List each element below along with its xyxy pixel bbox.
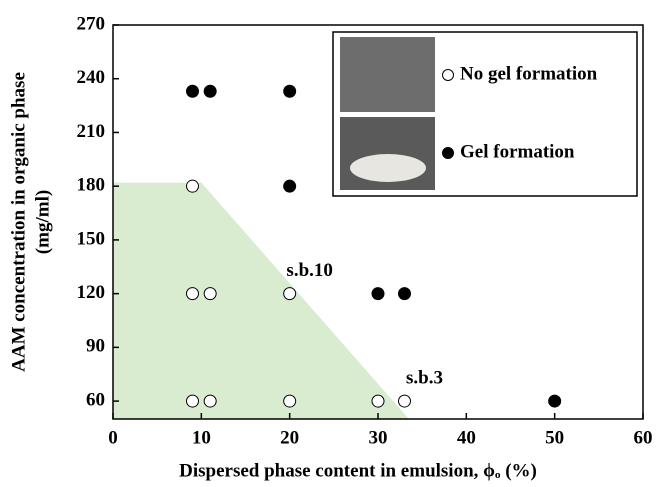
x-tick-label: 40 — [457, 427, 476, 448]
legend-label: No gel formation — [460, 63, 598, 84]
y-tick-label: 90 — [86, 336, 105, 357]
x-tick-label: 60 — [634, 427, 653, 448]
x-tick-label: 10 — [192, 427, 211, 448]
legend-marker — [442, 69, 454, 81]
x-tick-label: 30 — [369, 427, 388, 448]
annotation: s.b.3 — [406, 367, 443, 388]
y-axis-title: (mg/ml) — [32, 190, 53, 254]
y-tick-label: 270 — [77, 13, 106, 34]
data-point — [186, 394, 199, 408]
shaded-region — [113, 182, 409, 419]
data-point — [283, 179, 297, 193]
y-tick-label: 150 — [77, 228, 106, 249]
x-axis-title: Dispersed phase content in emulsion, ϕₒ … — [179, 460, 537, 481]
data-point — [283, 394, 297, 408]
data-point — [186, 84, 199, 98]
y-tick-label: 180 — [77, 175, 106, 196]
x-tick-label: 20 — [280, 427, 299, 448]
y-tick-label: 120 — [77, 282, 106, 303]
data-point — [398, 287, 411, 301]
x-tick-label: 50 — [545, 427, 564, 448]
legend: No gel formation Gel formation — [332, 31, 638, 197]
data-point — [203, 394, 217, 408]
data-point — [398, 394, 411, 408]
data-point — [186, 287, 199, 301]
y-tick-label: 210 — [77, 121, 106, 142]
data-point — [283, 84, 297, 98]
annotation: s.b.10 — [286, 260, 332, 281]
legend-label: Gel formation — [460, 141, 575, 162]
legend-marker — [442, 147, 454, 159]
y-tick-label: 60 — [86, 389, 105, 410]
data-point — [371, 394, 385, 408]
data-point — [203, 84, 217, 98]
y-tick-label: 240 — [77, 67, 106, 88]
photo-gel-mass — [350, 154, 426, 182]
data-point — [371, 287, 385, 301]
photo-no-gel — [340, 37, 435, 112]
y-axis-title: AAM concentration in organic phase — [8, 72, 29, 372]
x-tick-label: 0 — [108, 427, 118, 448]
data-point — [283, 287, 297, 301]
data-point — [548, 394, 562, 408]
data-point — [186, 179, 199, 193]
data-point — [203, 287, 217, 301]
